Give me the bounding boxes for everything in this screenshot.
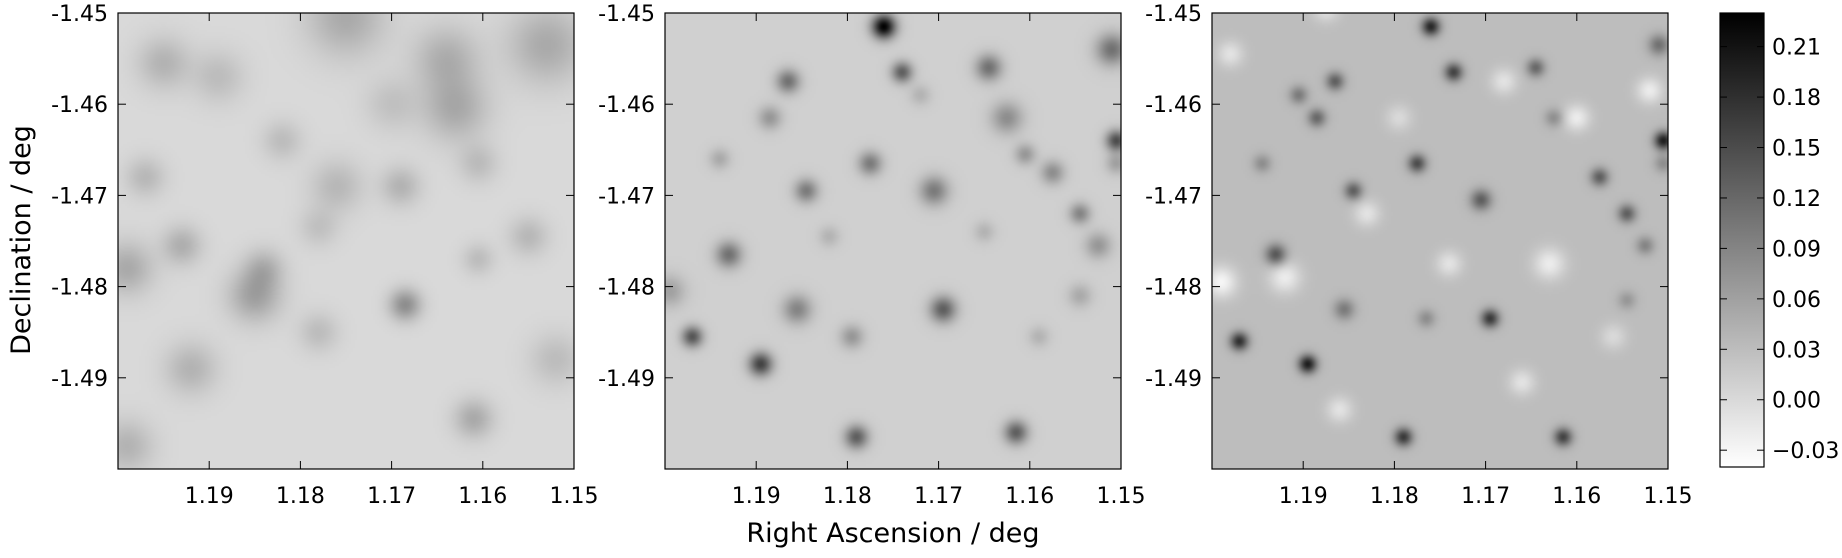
x-tick-label: 1.16 [458, 484, 507, 509]
heatmap-panel-3: 1.19 1.18 1.17 1.16 1.15 -1.45 -1.46 -1.47 -1.48… [1145, 2, 1692, 509]
y-tick-label: -1.45 [598, 2, 655, 27]
colorbar-tick-label: 0.12 [1772, 187, 1821, 212]
colorbar-tick-label: 0.06 [1772, 288, 1821, 313]
x-tick-label: 1.17 [367, 484, 416, 509]
colorbar-tick-label: 0.00 [1772, 389, 1821, 414]
x-tick-label: 1.17 [1461, 484, 1510, 509]
plot-frame [1211, 12, 1669, 470]
heatmap-panel-2: 1.19 1.18 1.17 1.16 1.15 -1.45 -1.46 -1.47 -1.48… [598, 2, 1145, 509]
colorbar-tick-label: 0.18 [1772, 86, 1821, 111]
colorbar-tick-label: 0.09 [1772, 237, 1821, 262]
colorbar-tick-label: 0.21 [1772, 36, 1821, 61]
x-tick-label: 1.19 [732, 484, 781, 509]
y-tick-label: -1.49 [1145, 367, 1202, 392]
x-tick-label: 1.16 [1005, 484, 1054, 509]
heatmap-image [118, 13, 574, 469]
heatmap-panel-1: 1.19 1.18 1.17 1.16 1.15 -1.45 -1.46 -1.47 -1.48… [51, 2, 598, 509]
y-tick-label: -1.46 [598, 93, 655, 118]
plot-frame [117, 12, 575, 470]
y-tick-label: -1.46 [1145, 93, 1202, 118]
y-tick-label: -1.45 [51, 2, 108, 27]
x-tick-label: 1.15 [550, 484, 599, 509]
colorbar: 0.21 0.18 0.15 0.12 0.09 0.06 0.03 0.00 −0.03 [1719, 12, 1839, 468]
y-tick-label: -1.48 [51, 276, 108, 301]
heatmap-image [665, 13, 1121, 469]
y-tick-label: -1.47 [51, 184, 108, 209]
y-tick-label: -1.49 [598, 367, 655, 392]
colorbar-tick-label: −0.03 [1772, 439, 1839, 464]
x-tick-label: 1.18 [823, 484, 872, 509]
colorbar-tick-label: 0.03 [1772, 338, 1821, 363]
y-tick-label: -1.47 [598, 184, 655, 209]
x-tick-label: 1.18 [1370, 484, 1419, 509]
y-tick-label: -1.48 [598, 276, 655, 301]
x-tick-label: 1.18 [276, 484, 325, 509]
y-tick-label: -1.48 [1145, 276, 1202, 301]
x-tick-label: 1.17 [914, 484, 963, 509]
heatmap-image [1212, 13, 1668, 469]
x-tick-label: 1.15 [1097, 484, 1146, 509]
y-tick-label: -1.49 [51, 367, 108, 392]
colorbar-ticks: 0.21 0.18 0.15 0.12 0.09 0.06 0.03 0.00 −0.03 [1720, 36, 1839, 464]
colorbar-gradient [1719, 12, 1765, 468]
x-tick-label: 1.16 [1552, 484, 1601, 509]
x-tick-label: 1.19 [1279, 484, 1328, 509]
y-axis-label: Declination / deg [6, 125, 37, 355]
x-axis-label: Right Ascension / deg [746, 518, 1039, 549]
x-tick-label: 1.19 [185, 484, 234, 509]
x-tick-label: 1.15 [1644, 484, 1693, 509]
y-tick-label: -1.45 [1145, 2, 1202, 27]
plot-frame [664, 12, 1122, 470]
y-tick-label: -1.46 [51, 93, 108, 118]
colorbar-tick-label: 0.15 [1772, 137, 1821, 162]
y-tick-label: -1.47 [1145, 184, 1202, 209]
